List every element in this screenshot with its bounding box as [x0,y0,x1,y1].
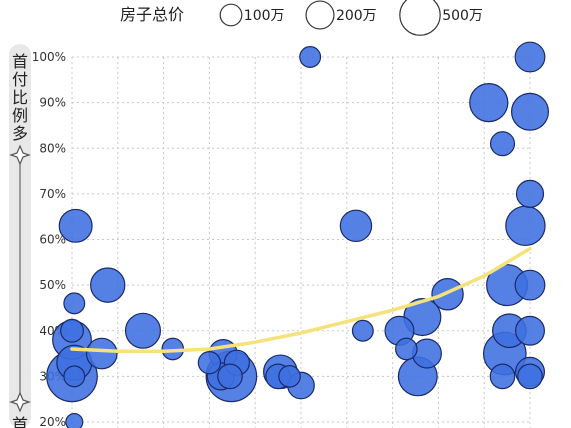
bubble-point[interactable] [197,351,222,375]
legend-circle-icon [305,0,335,30]
bubble-point[interactable] [60,318,84,343]
legend-label: 100万 [244,8,285,24]
bubble-point[interactable] [58,208,93,243]
bubble-point[interactable] [489,131,516,157]
bubble-point[interactable] [63,365,86,388]
bubble-point[interactable] [124,312,162,349]
bubble-point[interactable] [514,315,546,346]
bubble-point[interactable] [515,179,545,208]
y-tick-label: 50% [39,278,66,292]
y-tick-label: 100% [32,50,66,64]
y-axis-label-char: 例 [12,106,28,125]
bubble-point[interactable] [489,363,516,390]
trend-line [70,246,532,354]
chart-legend: 房子总价 100万 200万 500万 [120,0,483,36]
bubble-point[interactable] [217,363,243,390]
legend-label: 500万 [442,8,483,24]
bubble-point[interactable] [65,412,84,428]
bubble-point[interactable] [90,267,126,303]
bubble-point[interactable] [514,41,546,73]
bubble-point[interactable] [514,269,546,301]
y-tick-label: 70% [39,187,66,201]
legend-circle-icon [399,0,441,36]
y-tick-label: 20% [39,415,66,428]
y-axis-label-char: 首 [12,52,28,71]
bubble-point[interactable] [411,338,442,369]
legend-item[interactable]: 500万 [399,0,483,36]
bubble-point[interactable] [505,205,546,247]
bubble-point[interactable] [395,337,418,361]
y-tick-label: 60% [39,233,66,247]
legend-circle-icon [219,3,243,27]
bubble-point[interactable] [351,319,374,342]
bubble-point[interactable] [63,292,86,315]
y-axis-label-bottom-char: 首 [12,415,28,428]
slider-bottom-handle[interactable] [9,391,31,413]
bubble-point[interactable] [299,46,322,68]
y-axis-label-char: 比 [12,88,28,107]
legend-label: 200万 [336,8,377,24]
bubble-point[interactable] [85,337,118,370]
bubble-point[interactable] [517,363,543,390]
legend-item[interactable]: 100万 [219,3,285,27]
slider-top-handle[interactable] [9,144,31,166]
bubble-point[interactable] [339,209,373,243]
trend-line-group [70,246,532,354]
legend-item[interactable]: 200万 [305,0,377,30]
y-axis-label-char: 多 [12,124,28,143]
bubble-point[interactable] [278,365,301,388]
bubble-point[interactable] [510,92,550,131]
y-axis-label-char: 付 [12,70,28,89]
y-tick-label: 80% [39,141,66,155]
bubble-series [46,41,550,428]
legend-title: 房子总价 [120,5,184,24]
y-tick-label: 90% [39,96,66,110]
bubble-point[interactable] [469,83,509,123]
